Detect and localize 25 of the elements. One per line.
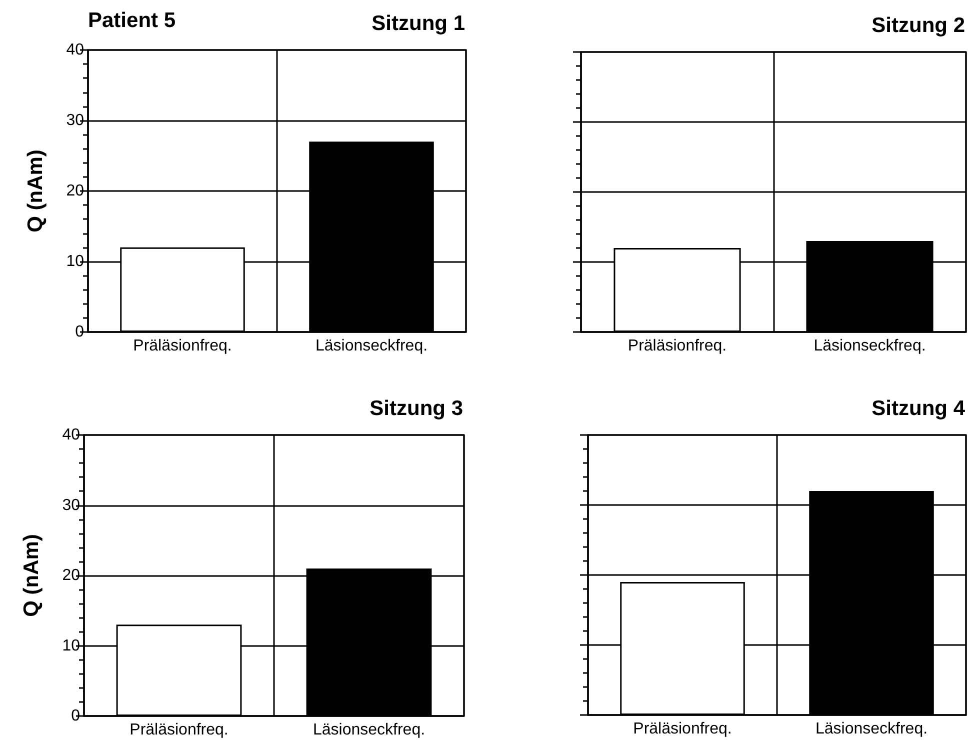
text: Patient 5	[88, 9, 176, 32]
y-tick-label: 20	[66, 182, 84, 200]
y-axis-title: Q (nAm)	[24, 150, 47, 232]
y-axis-title: Q (nAm)	[20, 534, 43, 617]
y-tick-label: 20	[62, 567, 80, 584]
y-tick-label: 40	[62, 426, 80, 444]
chart-title: Sitzung 3	[370, 397, 464, 420]
x-tick-label: Präläsionfreq.	[628, 338, 727, 354]
chart-title: Sitzung 4	[872, 397, 966, 420]
x-tick-label: Läsionseckfreq.	[315, 338, 428, 354]
x-tick-label: Läsionseckfreq.	[814, 338, 926, 354]
y-tick-label: 0	[75, 324, 84, 340]
x-tick-label: Präläsionfreq.	[633, 720, 732, 738]
y-tick-label: 10	[62, 637, 80, 654]
y-tick-label: 30	[66, 112, 84, 129]
x-tick-label: Läsionseckfreq.	[312, 722, 426, 738]
y-tick-label: 10	[66, 253, 84, 270]
y-tick-label: 30	[62, 496, 80, 514]
y-tick-label: 0	[71, 708, 80, 724]
chart-title: Sitzung 1	[372, 12, 466, 35]
y-tick-label: 40	[66, 42, 84, 58]
chart-title: Sitzung 2	[872, 14, 966, 37]
x-tick-label: Präläsionfreq.	[130, 722, 228, 738]
x-tick-label: Präläsionfreq.	[133, 338, 232, 354]
x-tick-label: Läsionseckfreq.	[815, 720, 928, 738]
